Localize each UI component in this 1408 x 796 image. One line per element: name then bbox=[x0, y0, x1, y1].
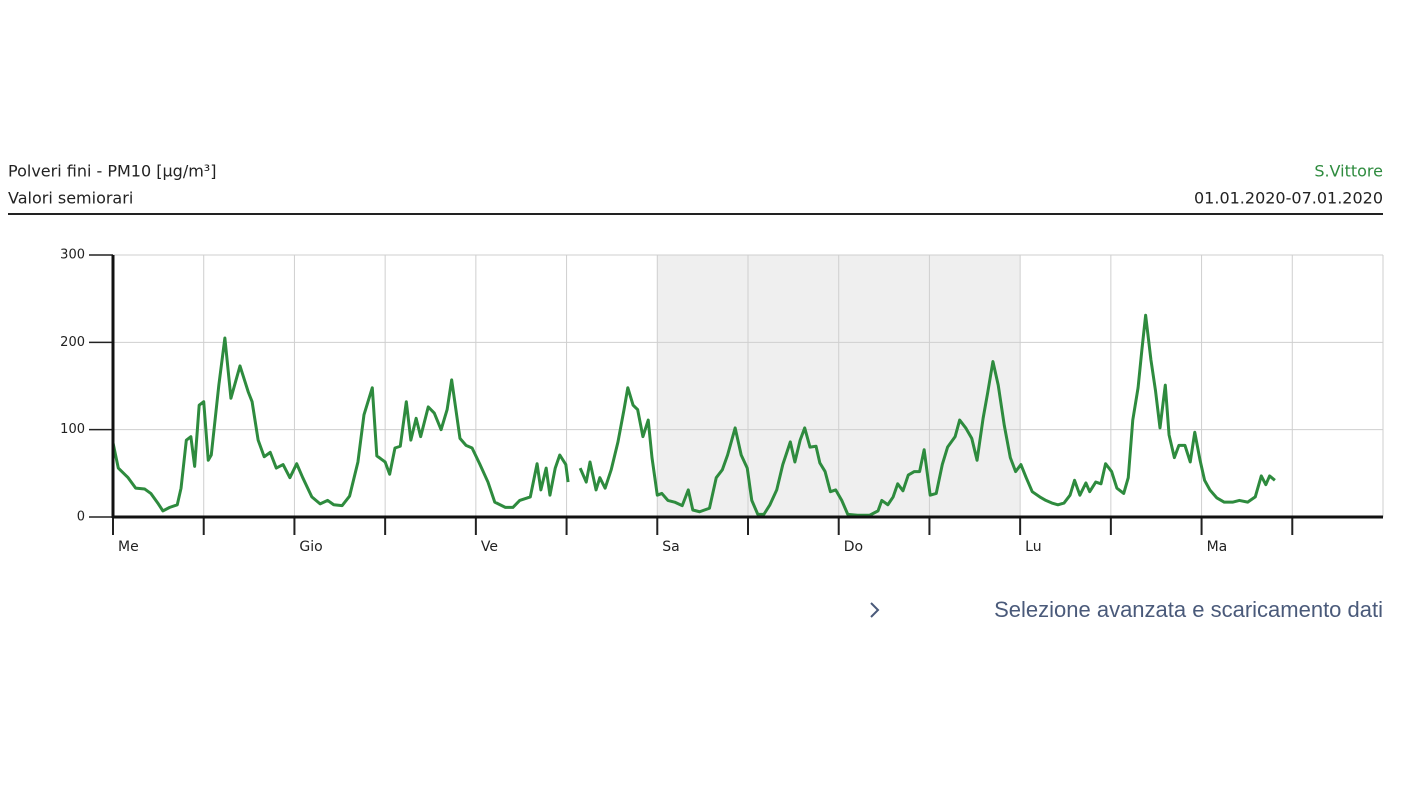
y-tick-label: 100 bbox=[60, 422, 85, 437]
x-tick-label: Sa bbox=[662, 539, 679, 555]
x-tick-label: Ve bbox=[481, 539, 498, 555]
download-link[interactable]: Selezione avanzata e scaricamento dati bbox=[994, 597, 1383, 622]
station: S.Vittore bbox=[1314, 162, 1383, 181]
y-tick-label: 200 bbox=[60, 335, 85, 350]
x-tick-label: Ma bbox=[1207, 539, 1228, 555]
x-tick-label: Gio bbox=[299, 539, 322, 555]
y-tick-label: 300 bbox=[60, 248, 85, 263]
x-tick-label: Me bbox=[118, 539, 139, 555]
y-tick-label: 0 bbox=[77, 510, 85, 525]
x-tick-label: Do bbox=[844, 539, 863, 555]
data-line bbox=[111, 313, 1276, 517]
chart-title: Polveri fini - PM10 [µg/m³] bbox=[8, 162, 216, 181]
period: 01.01.2020-07.01.2020 bbox=[1194, 189, 1383, 208]
plot: 0 100 200 300 Me Gio Ve Sa Do Lu Ma bbox=[60, 248, 1384, 555]
x-tick-label: Lu bbox=[1025, 539, 1041, 555]
chevron[interactable] bbox=[870, 602, 880, 618]
chart-subtitle: Valori semiorari bbox=[8, 189, 133, 208]
